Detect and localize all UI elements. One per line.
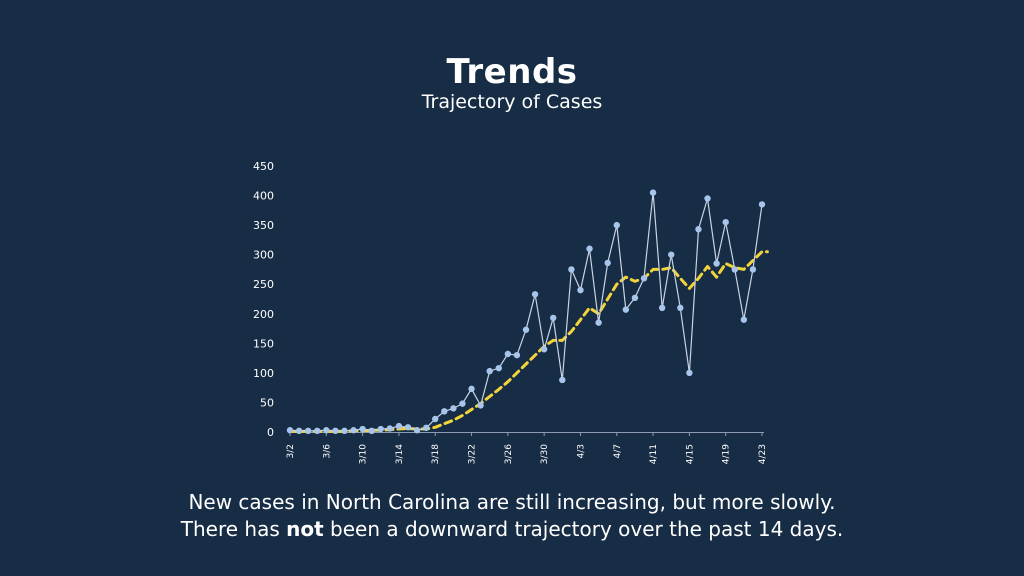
x-tick-label: 3/14 [395, 444, 405, 464]
cases-data-point [377, 425, 384, 433]
cases-data-point [450, 405, 457, 412]
cases-data-point [604, 259, 611, 267]
x-tick-label: 3/10 [359, 444, 369, 464]
cases-data-point [295, 427, 303, 435]
y-tick-label: 100 [253, 367, 274, 380]
x-tick-label: 4/15 [685, 444, 695, 464]
caption-line-2: There has not been a downward trajectory… [0, 516, 1024, 543]
x-tick-label: 3/6 [322, 444, 332, 459]
y-tick-label: 50 [260, 396, 274, 409]
x-tick-label: 4/7 [613, 444, 623, 458]
cases-data-point [740, 316, 748, 323]
cases-data-point [486, 367, 493, 375]
x-tick-label: 4/19 [722, 444, 732, 464]
cases-data-point [758, 201, 766, 208]
cases-data-point [722, 218, 729, 226]
cases-data-point [495, 364, 502, 372]
cases-data-point [323, 427, 330, 434]
cases-data-point [432, 415, 439, 423]
x-tick-label: 4/23 [758, 444, 768, 464]
cases-data-point [622, 306, 630, 313]
cases-data-point [332, 427, 339, 435]
cases-data-point [341, 427, 348, 435]
cases-data-point [568, 266, 575, 273]
cases-data-point [368, 427, 375, 435]
y-tick-label: 350 [253, 219, 274, 232]
cases-data-point [314, 427, 321, 435]
cases-data-point [695, 226, 702, 233]
y-tick-label: 450 [253, 160, 274, 173]
cases-data-point [731, 266, 738, 273]
cases-data-point [540, 346, 548, 353]
y-tick-label: 0 [267, 426, 274, 439]
y-tick-label: 400 [253, 190, 274, 203]
cases-data-point [640, 275, 648, 282]
cases-data-point [477, 402, 484, 409]
cases-data-point [631, 294, 639, 302]
x-tick-label: 3/22 [468, 444, 478, 464]
cases-data-point [504, 350, 512, 358]
x-tick-label: 4/3 [576, 444, 586, 458]
y-tick-label: 300 [253, 249, 274, 262]
y-tick-label: 200 [253, 308, 274, 321]
x-tick-label: 4/11 [649, 444, 659, 464]
cases-data-point [550, 314, 557, 322]
cases-data-point [413, 427, 421, 434]
caption-line-2-start: There has [180, 517, 287, 541]
y-tick-label: 150 [253, 337, 274, 350]
cases-data-point [677, 304, 684, 312]
cases-data-point [350, 427, 357, 434]
cases-data-point [404, 424, 412, 431]
cases-data-point [649, 189, 657, 196]
cases-data-point [459, 400, 466, 407]
cases-data-point [713, 260, 720, 267]
cases-data-point [422, 424, 430, 432]
chart-title: Trends [446, 52, 578, 92]
cases-data-point [595, 319, 602, 326]
chart-subtitle: Trajectory of Cases [421, 91, 603, 113]
cases-data-point [749, 266, 757, 273]
cases-data-point [686, 369, 693, 377]
cases-data-point [441, 408, 448, 415]
cases-data-point [658, 304, 666, 312]
cases-data-point [468, 385, 475, 393]
cases-data-point [531, 291, 539, 298]
caption-line-1: New cases in North Carolina are still in… [188, 490, 836, 514]
x-tick-label: 3/26 [504, 444, 514, 464]
cases-data-point [386, 425, 394, 432]
cases-data-point [577, 286, 584, 294]
cases-data-point [668, 251, 675, 258]
cases-data-point [559, 376, 566, 384]
x-tick-label: 3/2 [286, 444, 296, 458]
cases-data-point [613, 221, 620, 229]
y-tick-label: 250 [253, 278, 274, 291]
x-tick-label: 3/30 [540, 444, 550, 464]
cases-data-point [704, 195, 711, 202]
cases-data-point [286, 427, 294, 434]
cases-series-line [289, 192, 763, 432]
cases-data-point [395, 422, 403, 430]
cases-data-point [304, 427, 312, 435]
x-tick-label: 3/18 [431, 444, 441, 464]
caption-line-2-emphasis: not [286, 517, 324, 541]
cases-data-point [522, 326, 530, 333]
cases-data-point [586, 245, 593, 252]
caption-line-2-end: been a downward trajectory over the past… [323, 517, 844, 541]
cases-data-point [359, 425, 366, 433]
caption: New cases in North Carolina are still in… [0, 489, 1024, 543]
cases-data-point [513, 351, 521, 359]
